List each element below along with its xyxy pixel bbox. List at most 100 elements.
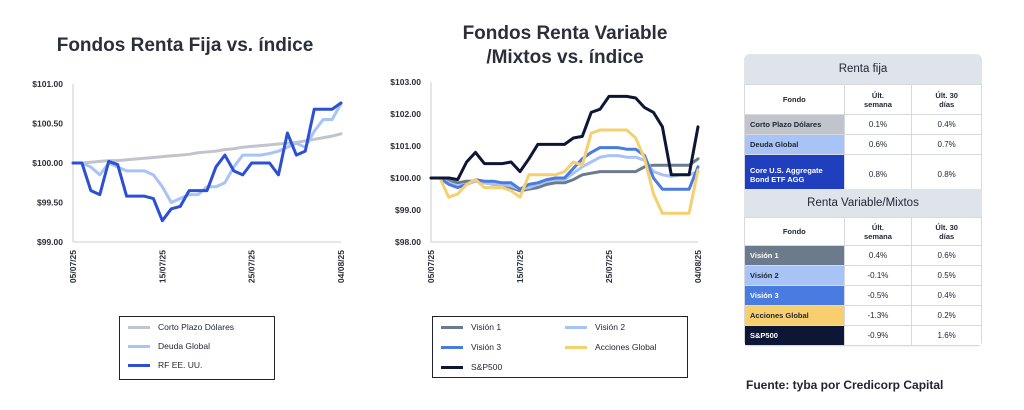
variable-income-table-title: Renta Variable/Mixtos [744,189,982,217]
legend-item: Corto Plazo Dólares [128,322,234,332]
variable-y-tick-label: $101.00 [390,141,421,151]
variable-y-tick-label: $98.00 [395,237,421,247]
last-week-cell: 0.8% [843,154,913,195]
legend-item: RF EE. UU. [128,360,202,370]
variable-series-line-3 [429,128,700,215]
fixed-x-tick-label: 15/07/25 [157,250,167,283]
last-30-days-cell: 0.8% [911,154,982,195]
variable-col-30d: Últ. 30 días [911,217,982,246]
variable-y-tick-label: $102.00 [390,109,421,119]
fund-name-cell: Visión 1 [744,245,845,266]
fixed-y-tick-label: $99.00 [37,237,63,247]
variable-y-tick-label: $99.00 [395,205,421,215]
fixed-table-row: Corto Plazo Dólares 0.1% 0.4% [744,114,982,135]
fixed-x-tick-label: 25/07/25 [247,250,257,283]
last-30-days-cell: 0.7% [911,134,982,155]
fixed-income-table-title: Renta fija [744,54,982,84]
fixed-y-tick-label: $100.50 [32,119,63,129]
last-30-days-cell: 0.4% [911,285,982,306]
fund-name-cell: S&P500 [744,325,845,346]
fund-name-cell: Acciones Global [744,305,845,326]
variable-y-tick-label: $100.00 [390,173,421,183]
last-week-cell: -0.9% [843,325,913,346]
fixed-col-30d-line1: Últ. 30 [935,90,958,100]
returns-table-panel: Renta fija Fondo Últ. semana Últ. 30 días … [744,54,982,347]
legend-swatch [128,325,150,329]
last-30-days-cell: 0.4% [911,114,982,135]
source-note: Fuente: tyba por Credicorp Capital [746,378,944,392]
variable-x-tick-label: 25/07/25 [604,250,614,283]
variable-col-week-line1: Últ. [871,222,884,232]
fixed-y-tick-label: $99.50 [37,198,63,208]
variable-series-line-4 [429,94,700,182]
last-week-cell: 0.6% [843,134,913,155]
variable-col-week-line2: semana [863,231,892,241]
fund-name-cell: Visión 3 [744,285,845,306]
variable-table-row: Acciones Global -1.3% 0.2% [744,305,982,326]
legend-item: S&P500 [441,362,502,372]
legend-swatch [441,325,463,329]
fixed-income-table: Fondo Últ. semana Últ. 30 días Corto Plazo… [744,84,982,195]
fixed-x-tick-label: 04/08/25 [336,250,346,283]
variable-x-tick-label: 15/07/25 [515,250,525,283]
fixed-y-tick-label: $100.00 [32,158,63,168]
variable-chart-title: Fondos Renta Variable /Mixtos vs. índice [395,22,735,70]
fixed-table-row: Deuda Global 0.6% 0.7% [744,134,982,155]
variable-col-fund: Fondo [744,217,845,246]
legend-label: Acciones Global [595,342,657,352]
legend-swatch [441,345,463,349]
legend-label: S&P500 [471,362,503,372]
legend-item: Deuda Global [128,341,210,351]
fixed-col-30d-line2: días [939,99,955,109]
variable-chart-title-line1: Fondos Renta Variable [462,23,668,44]
last-30-days-cell: 0.5% [911,265,982,286]
last-week-cell: 0.1% [843,114,913,135]
fixed-chart-title: Fondos Renta Fija vs. índice [56,35,314,56]
fixed-chart-legend: Corto Plazo Dólares Deuda Global RF EE. UU… [119,316,275,380]
variable-table-row: S&P500 -0.9% 1.6% [744,325,982,346]
variable-x-tick-label: 04/08/25 [693,250,703,283]
legend-swatch [128,363,150,367]
variable-table-row: Visión 2 -0.1% 0.5% [744,265,982,286]
fixed-col-fund: Fondo [744,84,845,115]
legend-label: RF EE. UU. [158,360,203,370]
fixed-col-30d: Últ. 30 días [911,84,982,115]
fixed-series-line-0 [71,132,343,165]
variable-table-row: Visión 3 -0.5% 0.4% [744,285,982,306]
fixed-col-week-line1: Últ. [871,90,885,100]
legend-item: Acciones Global [565,342,656,352]
variable-col-30d-line2: días [939,231,955,241]
fund-name-cell: Deuda Global [744,134,845,155]
variable-income-line-chart: $98.00 $99.00 $100.00 $101.00 $102.00 $103.00… [390,77,703,283]
variable-table-row: Visión 1 0.4% 0.6% [744,245,982,266]
fund-name-cell: Corto Plazo Dólares [744,114,845,135]
last-30-days-cell: 0.2% [911,305,982,326]
fixed-col-week: Últ. semana [843,84,913,115]
legend-label: Deuda Global [158,341,210,351]
legend-label: Corto Plazo Dólares [158,322,235,332]
fund-name-cell: Visión 2 [744,265,845,286]
variable-col-30d-line1: Últ. 30 [935,222,958,232]
fixed-x-tick-label: 05/07/25 [68,250,78,283]
last-30-days-cell: 0.6% [911,245,982,266]
legend-swatch [128,344,150,348]
last-week-cell: 0.4% [843,245,913,266]
last-30-days-cell: 1.6% [911,325,982,346]
legend-swatch [441,365,463,369]
fixed-series-line-2 [71,101,343,223]
fixed-y-tick-label: $101.00 [32,79,63,89]
legend-label: Visión 1 [471,322,502,332]
last-week-cell: -1.3% [843,305,913,326]
variable-chart-title-line2: /Mixtos vs. índice [486,47,644,68]
last-week-cell: -0.5% [843,285,913,306]
legend-item: Visión 3 [441,342,501,352]
variable-col-week: Últ. semana [843,217,913,246]
fixed-income-line-chart: $99.00 $99.50 $100.00 $100.50 $101.00 05/07/2… [32,79,346,283]
fixed-table-row: Core U.S. Aggregate Bond ETF AGG 0.8% 0.8% [744,154,982,195]
legend-label: Visión 3 [471,342,502,352]
fixed-col-week-line2: semana [864,99,892,109]
variable-x-tick-label: 05/07/25 [426,250,436,283]
legend-item: Visión 2 [565,322,625,332]
legend-item: Visión 1 [441,322,501,332]
variable-income-table: Fondo Últ. semana Últ. 30 días Visión 1 0.4… [744,217,982,346]
